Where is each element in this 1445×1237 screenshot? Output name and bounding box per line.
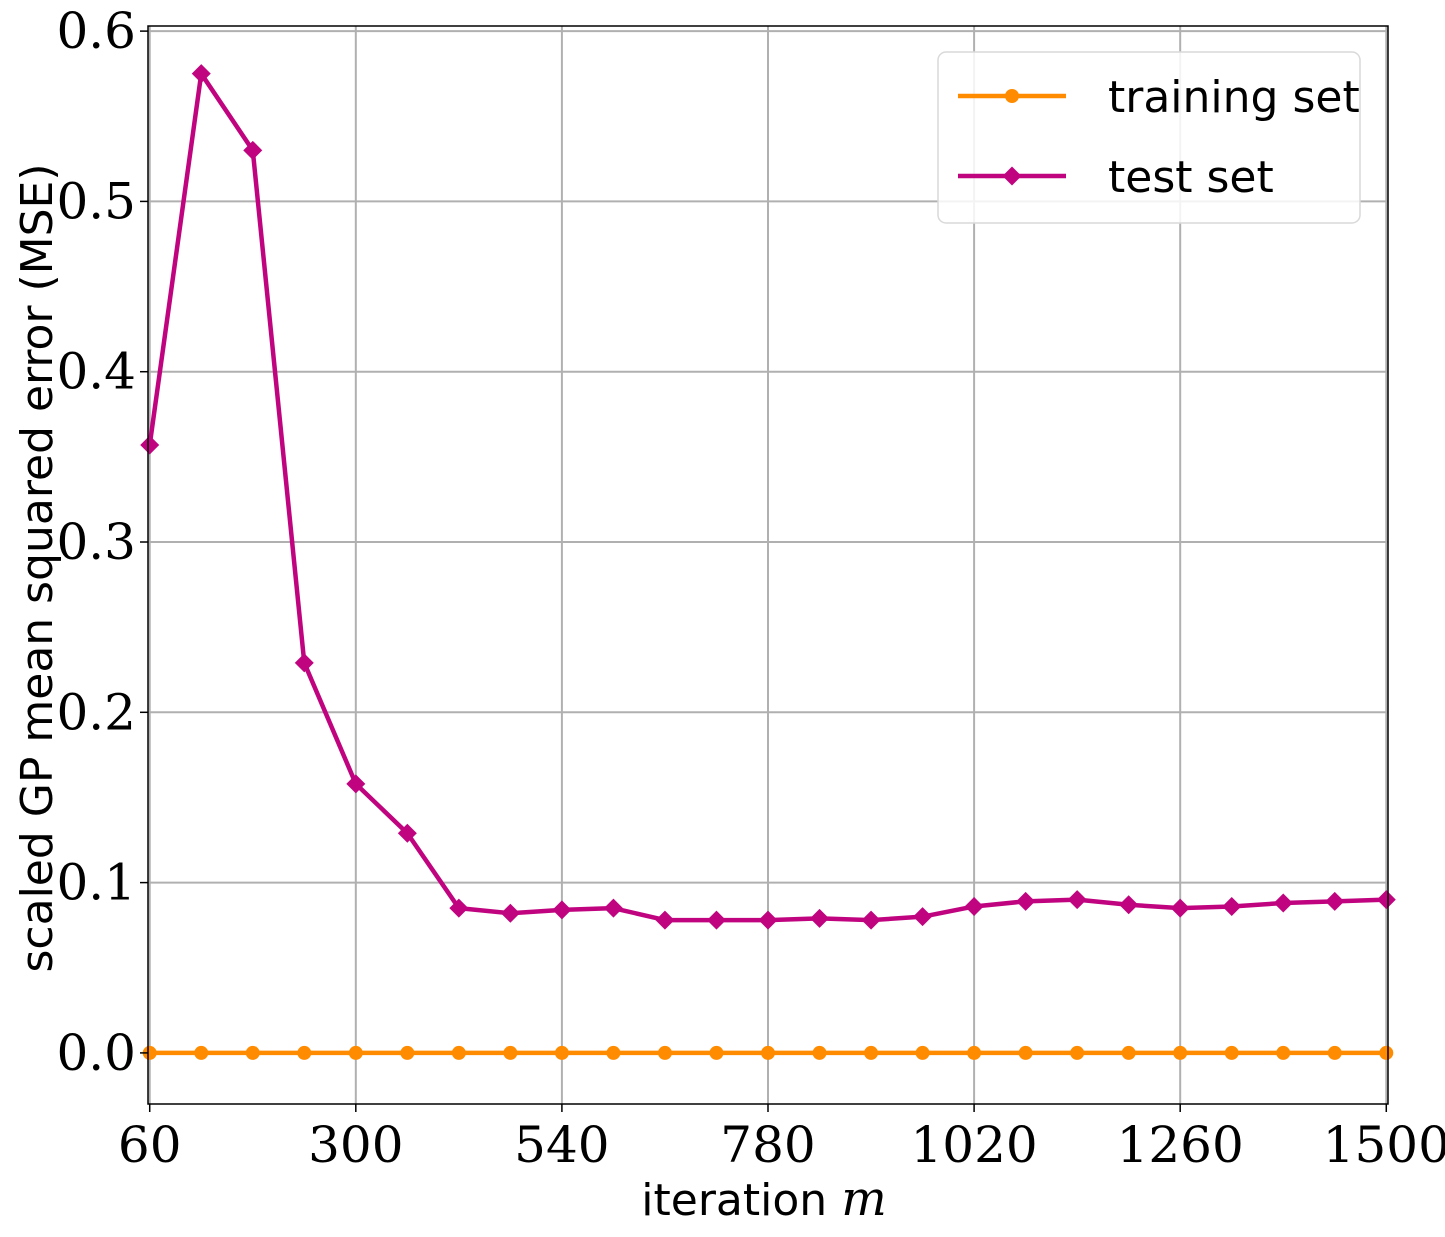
data-point-test-set [1325,891,1345,911]
x-axis-ticks: 60 300 540 780 1020 1260 1500 [118,1104,1445,1174]
data-point-test-set [1376,890,1396,910]
data-point-training-set [967,1045,982,1060]
data-point-test-set [861,910,881,930]
y-tick-label: 0.6 [56,2,136,60]
data-point-training-set [554,1045,569,1060]
data-point-test-set [1016,891,1036,911]
y-tick-label: 0.2 [56,683,136,741]
legend-label: training set [1108,72,1360,123]
y-tick-label: 0.4 [56,343,136,401]
x-axis-label-variable: m [841,1171,887,1227]
y-axis-ticks: 0.0 0.1 0.2 0.3 0.4 0.5 0.6 [56,2,148,1082]
data-point-training-set [400,1045,415,1060]
data-point-training-set [1173,1045,1188,1060]
y-tick-label: 0.3 [56,513,136,571]
data-point-training-set [812,1045,827,1060]
y-tick-label: 0.1 [56,854,136,912]
series-test-set [140,64,1396,930]
data-point-test-set [500,903,520,923]
data-point-training-set [503,1045,518,1060]
data-point-test-set [1067,890,1087,910]
data-point-test-set [449,898,469,918]
y-axis-label: scaled GP mean squared error (MSE) [12,163,63,972]
data-point-test-set [1273,893,1293,913]
x-axis-label: iteration m [641,1171,886,1227]
data-point-training-set [1379,1045,1394,1060]
data-point-test-set [655,910,675,930]
series-layer [140,64,1396,1060]
data-point-training-set [1276,1045,1291,1060]
data-point-training-set [864,1045,879,1060]
y-tick-label: 0.0 [56,1024,136,1082]
data-point-training-set [1018,1045,1033,1060]
data-point-test-set [346,774,366,794]
data-point-training-set [1327,1045,1342,1060]
data-point-test-set [603,898,623,918]
data-point-test-set [964,896,984,916]
data-point-test-set [706,910,726,930]
x-tick-label: 780 [720,1116,815,1174]
legend-entry-test-set: test set [958,152,1274,203]
x-tick-label: 540 [514,1116,609,1174]
legend-swatch-marker [1002,166,1022,186]
data-point-test-set [397,823,417,843]
data-point-training-set [142,1045,157,1060]
data-point-training-set [348,1045,363,1060]
data-point-training-set [709,1045,724,1060]
x-tick-label: 1500 [1323,1116,1445,1174]
series-training-set [142,1045,1394,1060]
legend-label: test set [1108,152,1274,203]
data-point-test-set [552,900,572,920]
data-point-test-set [294,653,314,673]
data-point-training-set [1224,1045,1239,1060]
data-point-test-set [1119,895,1139,915]
data-point-test-set [1170,898,1190,918]
x-tick-label: 1260 [1117,1116,1244,1174]
data-point-test-set [140,435,160,455]
data-point-training-set [1070,1045,1085,1060]
x-tick-label: 300 [308,1116,403,1174]
data-point-test-set [913,907,933,927]
x-axis-label-text: iteration [641,1175,827,1226]
y-tick-label: 0.5 [56,172,136,230]
data-point-training-set [761,1045,775,1060]
data-point-test-set [243,140,263,160]
data-point-training-set [297,1045,312,1060]
data-point-test-set [758,910,778,930]
data-point-training-set [915,1045,930,1060]
legend-swatch-marker [1005,89,1019,103]
data-point-training-set [451,1045,466,1060]
data-point-training-set [194,1045,209,1060]
data-point-training-set [1121,1045,1136,1060]
data-point-training-set [245,1045,260,1060]
x-tick-label: 1020 [910,1116,1037,1174]
data-point-training-set [657,1045,672,1060]
data-point-test-set [191,64,211,84]
data-point-training-set [606,1045,621,1060]
legend: training set test set [937,51,1361,224]
legend-entry-training-set: training set [958,72,1360,123]
data-point-test-set [810,908,830,928]
x-tick-label: 60 [118,1116,182,1174]
data-point-test-set [1222,896,1242,916]
